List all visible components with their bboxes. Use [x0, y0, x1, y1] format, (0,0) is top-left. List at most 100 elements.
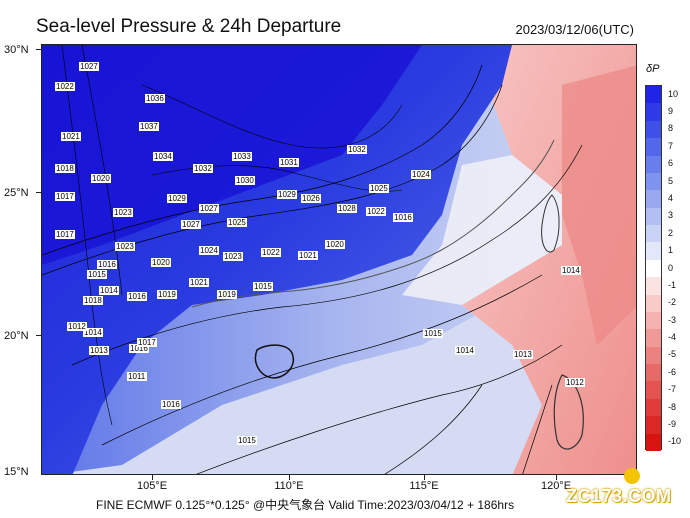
isobar-label-bg: [115, 242, 135, 251]
isobar-label-bg: [366, 207, 386, 216]
colorbar-label: -9: [668, 418, 677, 429]
colorbar-cell: [646, 225, 661, 243]
isobar-label: 1015: [88, 270, 106, 279]
positive-departure-core: [562, 65, 636, 345]
isobar-label: 1025: [370, 184, 388, 193]
isobar-label-bg: [139, 122, 159, 131]
map-canvas: 1027 1022 1036 1021 1037 1034 1033 1031 1032 1018…: [42, 45, 636, 474]
isobar-label: 1016: [98, 260, 116, 269]
colorbar-cell: [646, 346, 661, 365]
isobar-label: 1015: [238, 436, 256, 445]
isobar-label: 1021: [62, 132, 80, 141]
isobar-label-bg: [325, 240, 345, 249]
colorbar-cell: [646, 398, 661, 417]
isobar-label: 1029: [168, 194, 186, 203]
isobar-label: 1016: [162, 400, 180, 409]
isobar-label: 1032: [348, 145, 366, 154]
isobar-label-bg: [99, 286, 119, 295]
isobar-label-bg: [565, 378, 585, 387]
lat-label-25: 25°N: [4, 187, 29, 199]
colorbar-label: 1: [668, 245, 674, 256]
isobar-label-bg: [181, 220, 201, 229]
colorbar-label: -8: [668, 401, 677, 412]
isobar-label-bg: [237, 436, 257, 445]
isobar-label-bg: [153, 152, 173, 161]
isobar-label-bg: [127, 292, 147, 301]
isobar-label: 1014: [456, 346, 474, 355]
isobar-label-bg: [279, 158, 299, 167]
isobar-label-bg: [55, 230, 75, 239]
isobar-label: 1020: [152, 258, 170, 267]
lon-tick: [556, 475, 557, 480]
isobar-label-bg: [61, 132, 81, 141]
isobar-label-bg: [217, 290, 237, 299]
isobar-label-bg: [235, 176, 255, 185]
lat-tick: [36, 49, 41, 50]
isobar-label: 1016: [128, 292, 146, 301]
colorbar-cell: [646, 433, 661, 452]
isobar-label: 1030: [236, 176, 254, 185]
colorbar-cell: [646, 259, 661, 278]
isobar-label: 1023: [114, 208, 132, 217]
isobar: [71, 144, 583, 366]
isobar-label: 1022: [262, 248, 280, 257]
isobar-label-bg: [67, 322, 87, 331]
isobar-label-layer: 1027 1022 1036 1021 1037 1034 1033 1031 1032 1018…: [55, 62, 585, 445]
isobar-label: 1033: [233, 152, 251, 161]
isobar-label-bg: [89, 346, 109, 355]
colorbar-label: -7: [668, 384, 677, 395]
isobar-label: 1011: [128, 372, 146, 381]
colorbar-cell: [646, 364, 661, 382]
isobar-label: 1017: [56, 230, 74, 239]
isobar-label-bg: [113, 208, 133, 217]
isobar-label-bg: [232, 152, 252, 161]
colorbar-cell: [646, 172, 661, 191]
isobar: [522, 384, 553, 474]
isobar-label-bg: [129, 344, 149, 353]
isobar-label-bg: [167, 194, 187, 203]
isobar-label-bg: [199, 246, 219, 255]
isobar-label: 1027: [200, 204, 218, 213]
isobar-label-bg: [301, 194, 321, 203]
lat-label-30: 30°N: [4, 44, 29, 56]
isobar-label: 1013: [514, 350, 532, 359]
pressure-map[interactable]: 1027 1022 1036 1021 1037 1034 1033 1031 1032 1018…: [41, 44, 637, 475]
isobar-label-bg: [199, 204, 219, 213]
watermark-logo-icon: [624, 468, 640, 484]
isobar: [61, 45, 113, 426]
colorbar-label: 9: [668, 106, 674, 117]
isobar-label-bg: [261, 248, 281, 257]
isobar-label: 1014: [562, 266, 580, 275]
isobar-label: 1036: [146, 94, 164, 103]
colorbar-cell: [646, 277, 661, 296]
isobar-label-bg: [127, 372, 147, 381]
lon-label-115: 115°E: [409, 480, 439, 492]
valid-datetime: 2023/03/12/06(UTC): [515, 22, 634, 37]
colorbar-label: 6: [668, 158, 674, 169]
colorbar-label: -1: [668, 279, 677, 290]
isobar-label: 1019: [218, 290, 236, 299]
isobar-label: 1034: [154, 152, 172, 161]
isobar-label: 1016: [130, 344, 148, 353]
isobar-label-bg: [161, 400, 181, 409]
isobar-label-bg: [337, 204, 357, 213]
isobar-label-bg: [393, 213, 413, 222]
lon-label-110: 110°E: [274, 480, 304, 492]
isobar-label: 1037: [140, 122, 158, 131]
isobar: [196, 344, 563, 474]
isobar: [81, 45, 123, 296]
isobar-label-bg: [253, 282, 273, 291]
colorbar-cell: [646, 329, 661, 348]
lon-tick: [424, 475, 425, 480]
isobar-label-bg: [411, 170, 431, 179]
isobar-label-bg: [83, 296, 103, 305]
isobar-label-bg: [97, 260, 117, 269]
isobar-label-bg: [227, 218, 247, 227]
isobar-label: 1020: [92, 174, 110, 183]
isobar-label: 1018: [84, 296, 102, 305]
colorbar-label: -3: [668, 314, 677, 325]
isobar-label: 1027: [80, 62, 98, 71]
lon-label-105: 105°E: [136, 480, 168, 492]
colorbar-cell: [646, 311, 661, 330]
colorbar-cell: [646, 190, 661, 209]
